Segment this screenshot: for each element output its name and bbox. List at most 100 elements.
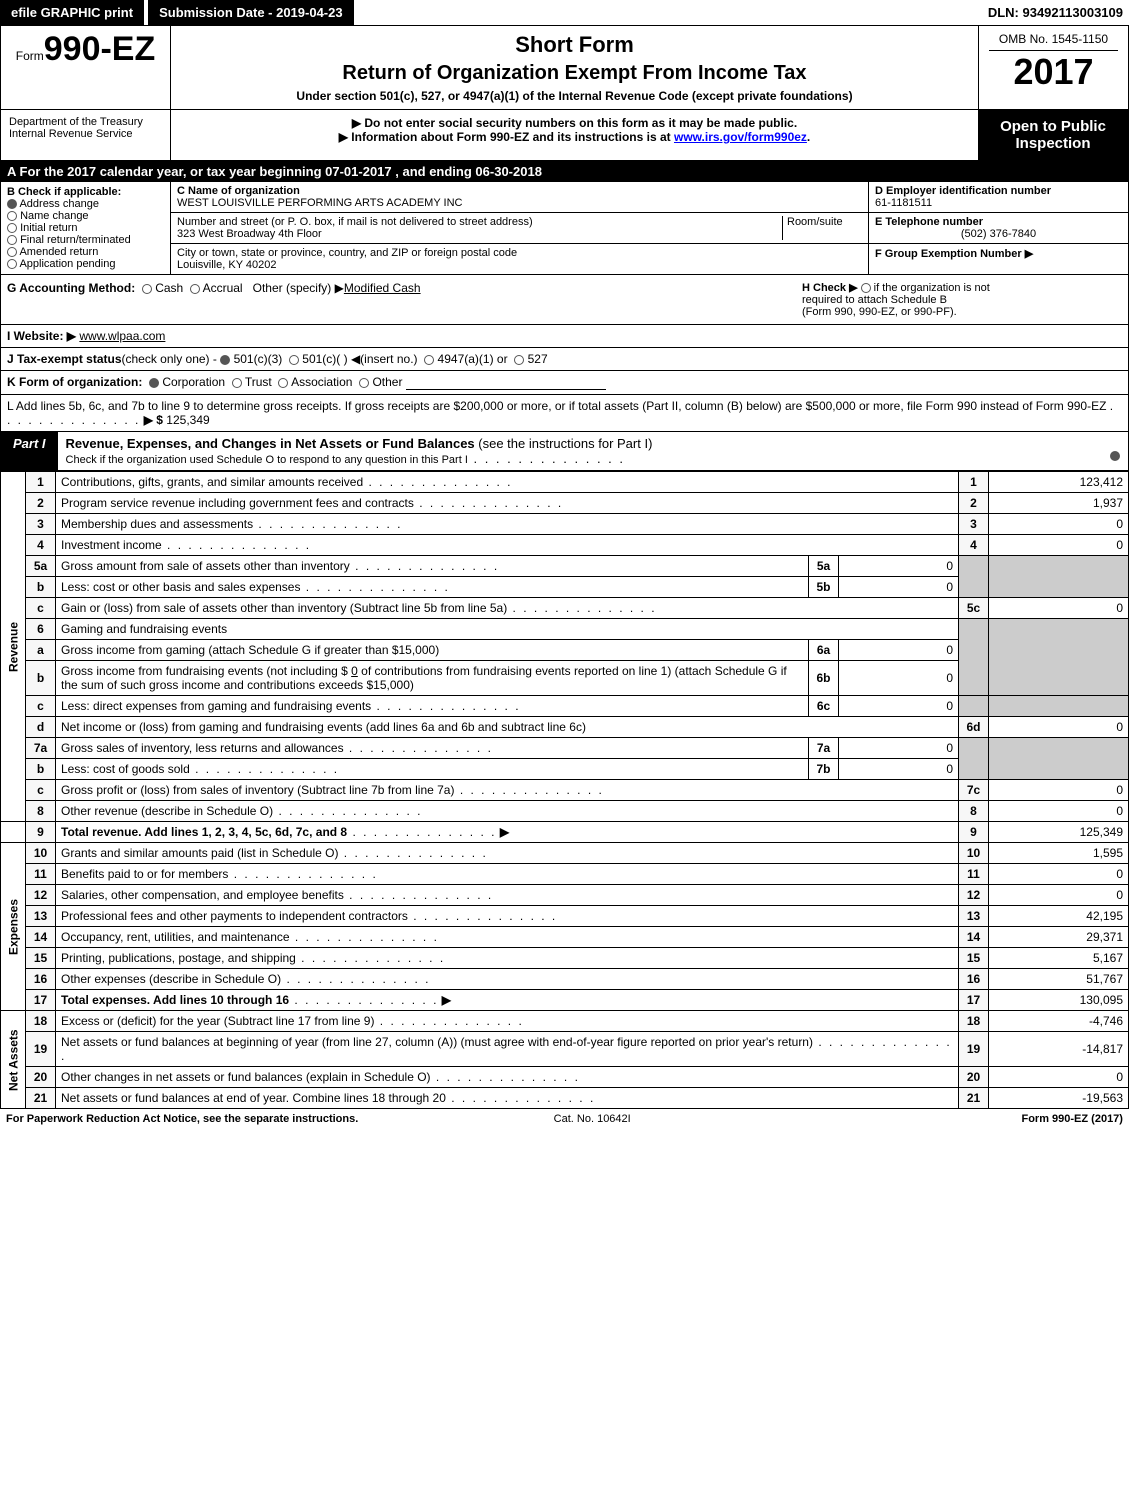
- info-line: ▶ Information about Form 990-EZ and its …: [179, 130, 970, 144]
- table-row: 4 Investment income 4 0: [1, 535, 1129, 556]
- line-13-num: 13: [26, 906, 56, 927]
- short-form-title: Short Form: [181, 32, 968, 58]
- g-cash: Cash: [155, 281, 183, 295]
- line-6a-desc: Gross income from gaming (attach Schedul…: [61, 643, 439, 657]
- line-6b-pre: Gross income from fundraising events (no…: [61, 664, 351, 678]
- b-pending: Application pending: [19, 258, 115, 270]
- line-16-desc: Other expenses (describe in Schedule O): [61, 972, 281, 986]
- open-public-2: Inspection: [986, 135, 1120, 152]
- bcd-row: B Check if applicable: Address change Na…: [1, 182, 1128, 274]
- line-9-desc: Total revenue. Add lines 1, 2, 3, 4, 5c,…: [61, 825, 347, 839]
- dln-label: DLN: 93492113003109: [982, 3, 1129, 22]
- cash-radio-icon[interactable]: [142, 284, 152, 294]
- k-corp-icon[interactable]: [149, 378, 159, 388]
- table-row: c Gain or (loss) from sale of assets oth…: [1, 598, 1129, 619]
- h-check-icon[interactable]: [861, 283, 871, 293]
- line-6a-sv: 0: [839, 640, 959, 661]
- k-trust-icon[interactable]: [232, 378, 242, 388]
- line-6b-val: 0: [351, 664, 358, 678]
- line-7a-desc: Gross sales of inventory, less returns a…: [61, 741, 344, 755]
- line-4-desc: Investment income: [61, 538, 162, 552]
- line-13-desc: Professional fees and other payments to …: [61, 909, 408, 923]
- line-7b-desc: Less: cost of goods sold: [61, 762, 190, 776]
- accrual-radio-icon[interactable]: [190, 284, 200, 294]
- footer-left: For Paperwork Reduction Act Notice, see …: [6, 1113, 358, 1125]
- line-6b-num: b: [26, 661, 56, 696]
- line-5a-num: 5a: [26, 556, 56, 577]
- check-name-change-icon[interactable]: [7, 211, 17, 221]
- ssn-warning: ▶ Do not enter social security numbers o…: [179, 116, 970, 130]
- under-section: Under section 501(c), 527, or 4947(a)(1)…: [181, 89, 968, 103]
- line-11-rn: 11: [959, 864, 989, 885]
- line-17-amt: 130,095: [989, 990, 1129, 1011]
- line-6d-rn: 6d: [959, 717, 989, 738]
- line-14-rn: 14: [959, 927, 989, 948]
- line-1-desc: Contributions, gifts, grants, and simila…: [61, 475, 363, 489]
- check-initial-return-icon[interactable]: [7, 223, 17, 233]
- d-label: D Employer identification number: [875, 185, 1051, 197]
- check-amended-icon[interactable]: [7, 247, 17, 257]
- line-16-rn: 16: [959, 969, 989, 990]
- k-other-icon[interactable]: [359, 378, 369, 388]
- line-19-num: 19: [26, 1032, 56, 1067]
- section-b: B Check if applicable: Address change Na…: [1, 182, 171, 274]
- irs-link[interactable]: www.irs.gov/form990ez: [674, 130, 807, 144]
- table-row: 16 Other expenses (describe in Schedule …: [1, 969, 1129, 990]
- j-527-icon[interactable]: [514, 355, 524, 365]
- year-begin: 07-01-2017: [325, 164, 392, 179]
- room-label: Room/suite: [782, 216, 862, 240]
- section-j: J Tax-exempt status(check only one) - 50…: [0, 348, 1129, 371]
- line-5c-amt: 0: [989, 598, 1129, 619]
- table-row: Expenses 10 Grants and similar amounts p…: [1, 843, 1129, 864]
- line-20-amt: 0: [989, 1067, 1129, 1088]
- line-12-num: 12: [26, 885, 56, 906]
- line-17-num: 17: [26, 990, 56, 1011]
- check-pending-icon[interactable]: [7, 259, 17, 269]
- j-4947-icon[interactable]: [424, 355, 434, 365]
- header-row2: Department of the Treasury Internal Reve…: [0, 110, 1129, 161]
- part-i-check: Check if the organization used Schedule …: [66, 454, 468, 466]
- k-assoc-icon[interactable]: [278, 378, 288, 388]
- info-post: .: [807, 130, 810, 144]
- table-row: 20 Other changes in net assets or fund b…: [1, 1067, 1129, 1088]
- b-final: Final return/terminated: [20, 234, 131, 246]
- j-4947: 4947(a)(1) or: [438, 352, 508, 366]
- line-3-desc: Membership dues and assessments: [61, 517, 253, 531]
- line-5c-num: c: [26, 598, 56, 619]
- b-name-change: Name change: [20, 210, 89, 222]
- part-i-checkbox-icon[interactable]: [1110, 451, 1120, 461]
- line-16-num: 16: [26, 969, 56, 990]
- line-11-amt: 0: [989, 864, 1129, 885]
- j-501c-icon[interactable]: [289, 355, 299, 365]
- submission-date-button[interactable]: Submission Date - 2019-04-23: [148, 0, 354, 25]
- gh-row: G Accounting Method: Cash Accrual Other …: [0, 275, 1129, 325]
- org-address: 323 West Broadway 4th Floor: [177, 228, 322, 240]
- efile-print-button[interactable]: efile GRAPHIC print: [0, 0, 144, 25]
- table-row: 7a Gross sales of inventory, less return…: [1, 738, 1129, 759]
- part-i-title: Revenue, Expenses, and Changes in Net As…: [66, 436, 475, 451]
- table-row: 5a Gross amount from sale of assets othe…: [1, 556, 1129, 577]
- line-6c-desc: Less: direct expenses from gaming and fu…: [61, 699, 371, 713]
- check-final-return-icon[interactable]: [7, 235, 17, 245]
- table-row: 19 Net assets or fund balances at beginn…: [1, 1032, 1129, 1067]
- section-d: D Employer identification number 61-1181…: [868, 182, 1128, 274]
- line-6c-sb: 6c: [809, 696, 839, 717]
- line-5b-desc: Less: cost or other basis and sales expe…: [61, 580, 300, 594]
- revenue-vert-label: Revenue: [1, 472, 26, 822]
- check-address-change-icon[interactable]: [7, 199, 17, 209]
- table-row: Net Assets 18 Excess or (deficit) for th…: [1, 1011, 1129, 1032]
- irs-label: Internal Revenue Service: [9, 128, 162, 140]
- ein: 61-1181511: [875, 197, 932, 209]
- j-501c3-icon[interactable]: [220, 355, 230, 365]
- l-val: 125,349: [166, 413, 209, 427]
- table-row: 21 Net assets or fund balances at end of…: [1, 1088, 1129, 1109]
- form-number: 990-EZ: [44, 30, 156, 68]
- line-1-num: 1: [26, 472, 56, 493]
- omb-number: OMB No. 1545-1150: [989, 32, 1118, 51]
- line-15-amt: 5,167: [989, 948, 1129, 969]
- table-row: 8 Other revenue (describe in Schedule O)…: [1, 801, 1129, 822]
- org-city: Louisville, KY 40202: [177, 259, 276, 271]
- line-7c-desc: Gross profit or (loss) from sales of inv…: [61, 783, 454, 797]
- section-l: L Add lines 5b, 6c, and 7b to line 9 to …: [0, 395, 1129, 432]
- line-4-num: 4: [26, 535, 56, 556]
